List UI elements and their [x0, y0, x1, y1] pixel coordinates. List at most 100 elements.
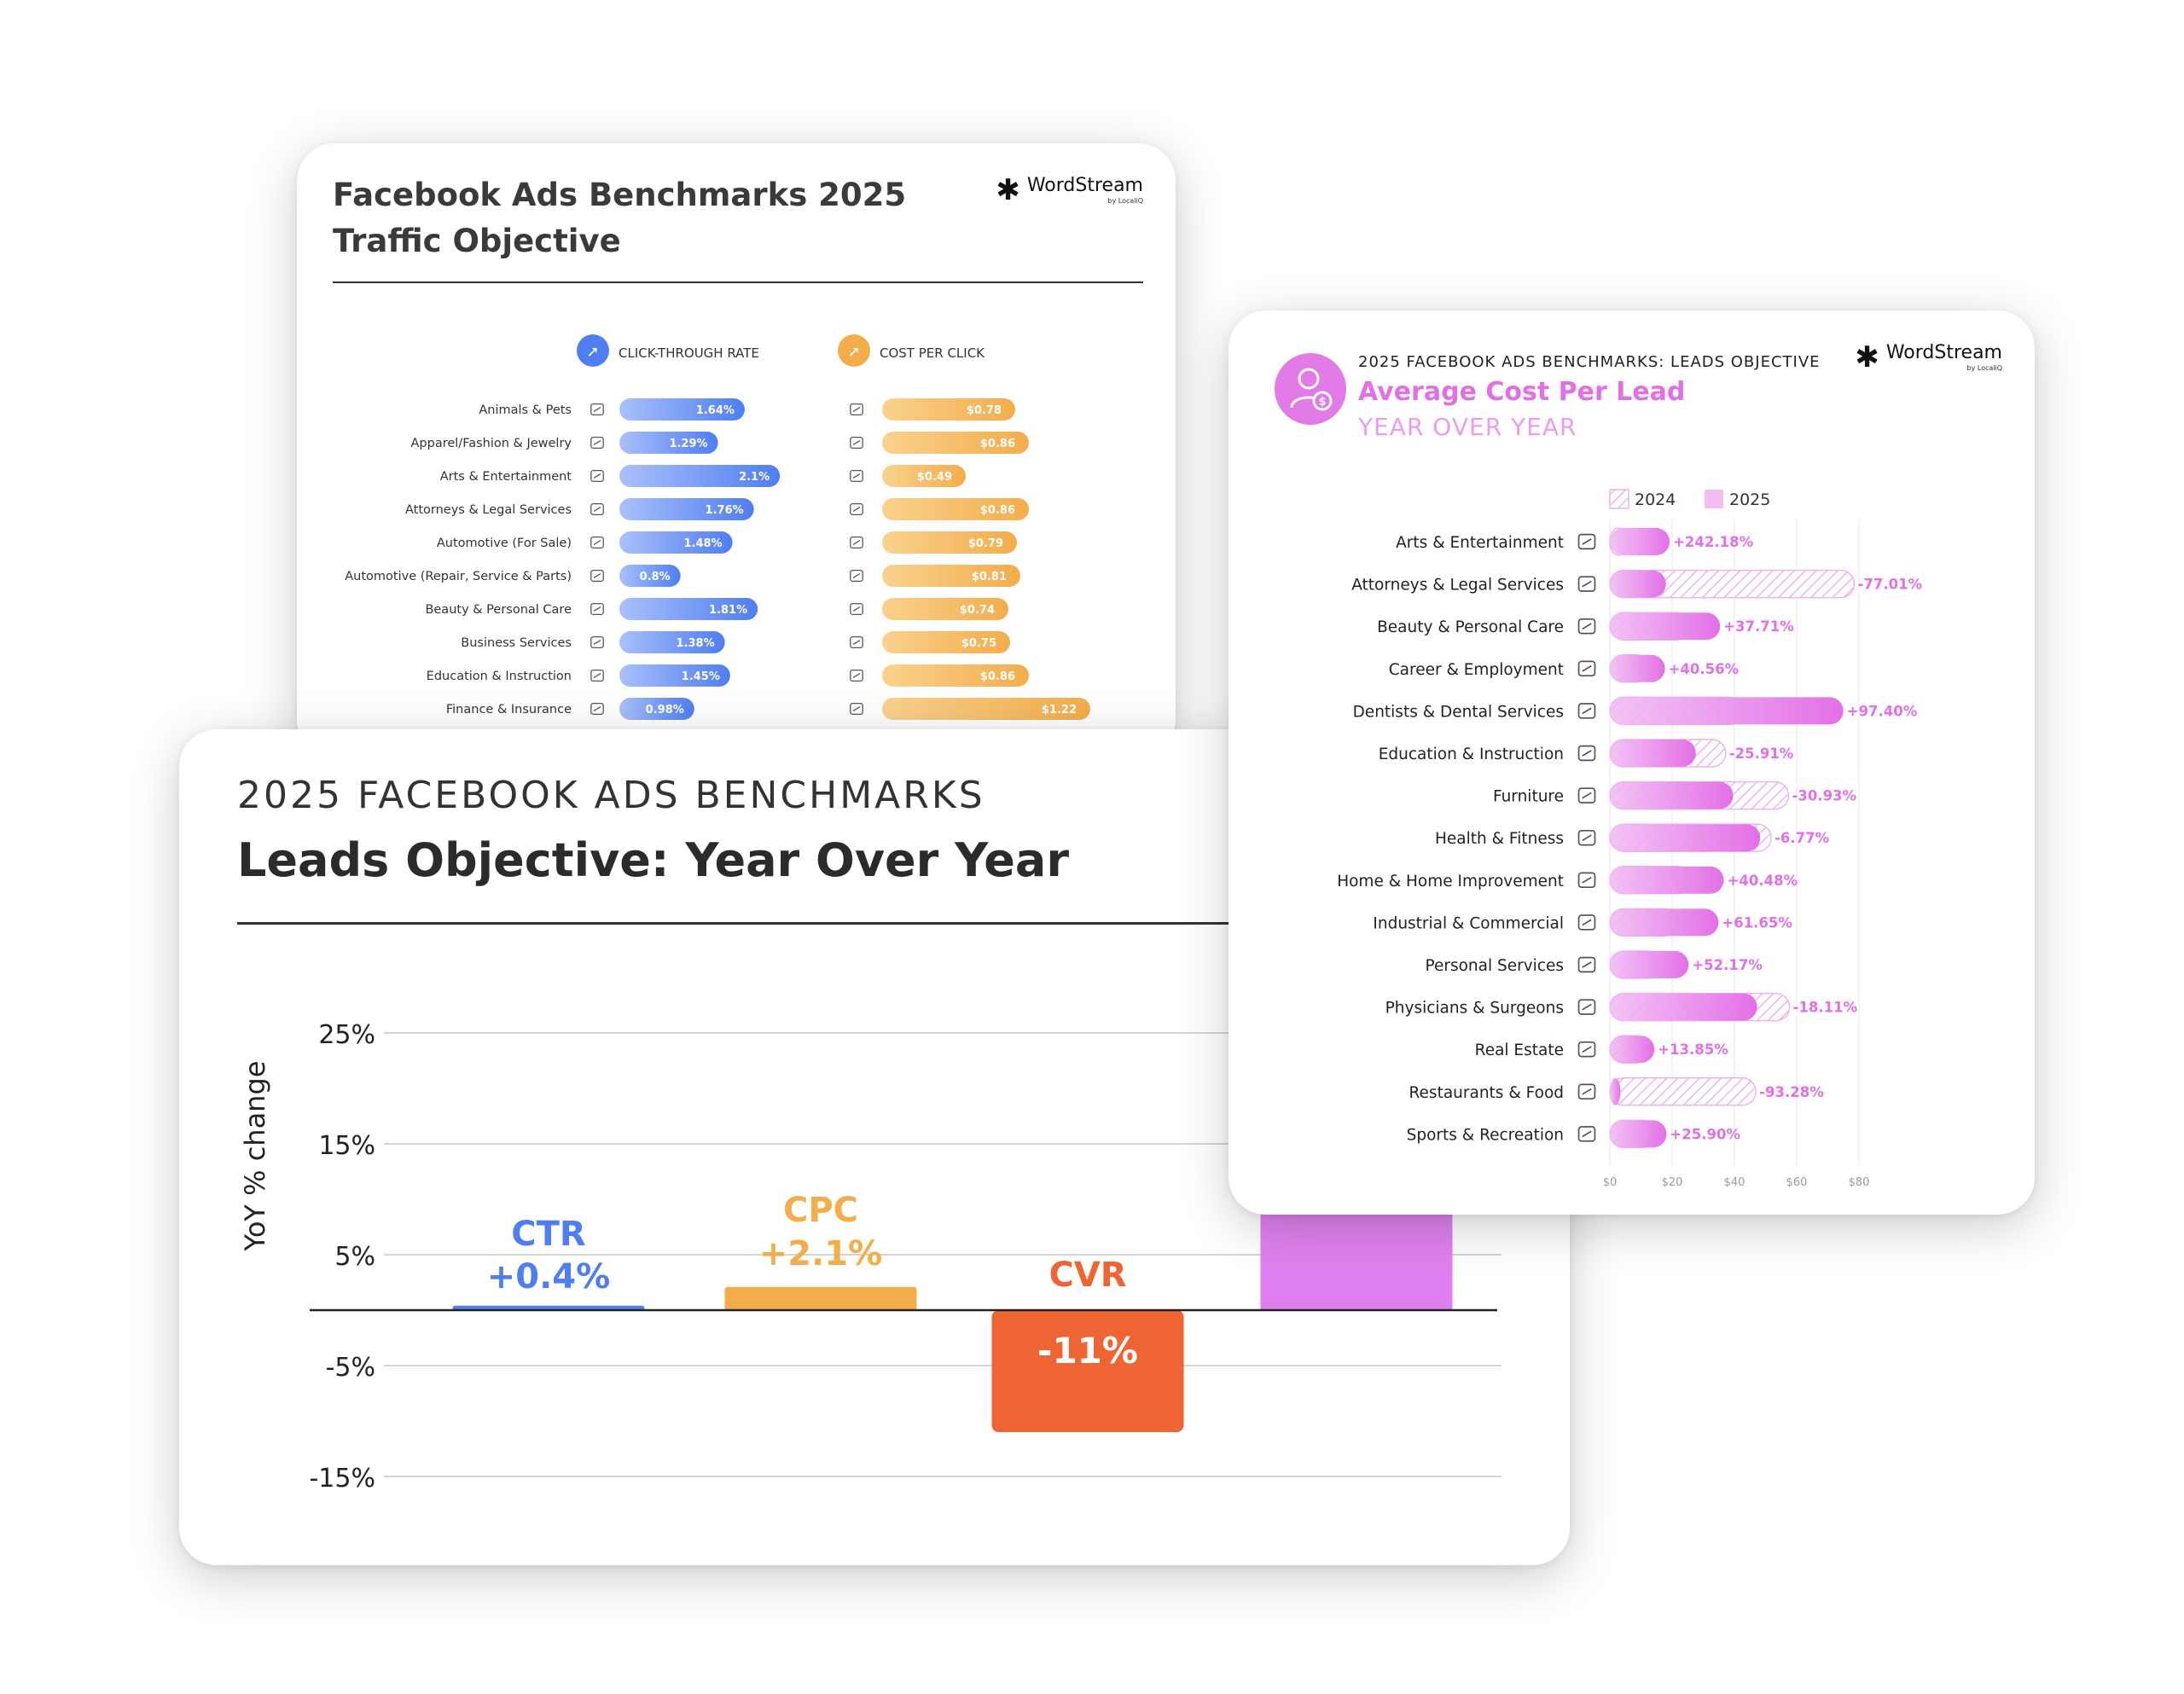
ball-icon: [1579, 1127, 1595, 1141]
bar-2025: [1610, 824, 1760, 851]
cpc-value-label: $0.79: [968, 537, 1003, 550]
bar-2025: [1610, 908, 1718, 936]
cpl-category-label: Health & Fitness: [1435, 830, 1564, 848]
cpc-value-label: $1.22: [1042, 704, 1077, 716]
cpl-change-label: +40.48%: [1728, 873, 1798, 889]
paw-icon: [591, 404, 603, 415]
cpc-value-label: $0.49: [917, 471, 952, 484]
brush-icon: [1579, 619, 1595, 634]
bar-2025: [1610, 571, 1666, 598]
bar-2025: [1610, 528, 1670, 555]
graduation-cap-icon: [851, 670, 863, 682]
ctr-value-label: 2.1%: [739, 471, 770, 484]
cpl-category-label: Furniture: [1493, 788, 1564, 806]
cpl-category-label: Physicians & Surgeons: [1385, 1000, 1564, 1018]
x-tick-label: $40: [1724, 1176, 1745, 1189]
cpl-category-label: Real Estate: [1475, 1041, 1564, 1059]
gavel-icon: [591, 504, 603, 515]
traffic-category-label: Beauty & Personal Care: [425, 603, 572, 617]
x-tick-label: $60: [1786, 1176, 1808, 1189]
cpl-category-label: Sports & Recreation: [1407, 1126, 1564, 1144]
factory-icon: [1579, 915, 1595, 930]
cpl-change-label: +242.18%: [1673, 534, 1753, 550]
cpc-header: COST PER CLICK: [880, 345, 985, 361]
legend-label-2024: 2024: [1635, 490, 1676, 509]
bar-2025: [1610, 1078, 1620, 1105]
car-icon: [591, 571, 603, 582]
graduation-cap-icon: [1579, 746, 1595, 761]
cpl-change-label: +97.40%: [1847, 703, 1918, 719]
shirt-icon: [591, 438, 603, 449]
x-tick-label: $80: [1849, 1176, 1870, 1189]
cpc-value-label: $0.81: [972, 571, 1007, 583]
tag-icon: [591, 537, 603, 548]
legend-swatch-2025: [1705, 490, 1723, 508]
ctr-value-label: 1.38%: [677, 637, 715, 650]
gavel-icon: [1579, 577, 1595, 591]
cpl-change-label: +25.90%: [1670, 1126, 1740, 1142]
ctr-value-label: 1.45%: [682, 670, 720, 683]
cpl-category-label: Career & Employment: [1389, 661, 1564, 679]
cpl-change-label: +61.65%: [1722, 914, 1792, 931]
cpl-category-label: Personal Services: [1425, 957, 1564, 975]
bar-cpc: [725, 1287, 917, 1310]
traffic-objective-card: Facebook Ads Benchmarks 2025 Traffic Obj…: [297, 143, 1176, 757]
ctr-value-label: 1.48%: [683, 537, 722, 550]
cpl-category-label: Home & Home Improvement: [1337, 873, 1564, 891]
cpl-category-label: Restaurants & Food: [1409, 1084, 1564, 1102]
bar-2025: [1610, 740, 1696, 767]
picture-icon: [1579, 535, 1595, 549]
cost-per-lead-card: $ 2025 FACEBOOK ADS BENCHMARKS: LEADS OB…: [1228, 310, 2035, 1215]
cpl-category-label: Attorneys & Legal Services: [1351, 577, 1564, 595]
traffic-category-label: Finance & Insurance: [446, 703, 572, 716]
bar-2024: [1610, 1078, 1756, 1105]
traffic-category-label: Animals & Pets: [479, 403, 572, 417]
ctr-value-label: 1.81%: [709, 604, 747, 617]
y-tick-label: 15%: [318, 1131, 375, 1161]
bar-2025: [1610, 612, 1720, 640]
traffic-category-label: Business Services: [461, 636, 572, 650]
bar-2025: [1610, 867, 1724, 894]
legend-swatch-2024: [1610, 490, 1629, 508]
y-tick-label: 25%: [318, 1020, 375, 1050]
y-tick-label: -5%: [326, 1353, 375, 1383]
cpc-value-label: $0.86: [980, 438, 1015, 450]
cpl-change-label: -77.01%: [1858, 577, 1923, 593]
piggy-bank-icon: [851, 704, 863, 715]
traffic-category-label: Automotive (For Sale): [437, 537, 572, 550]
cpc-category-label: CPC: [783, 1191, 858, 1230]
cvr-value-label: -11%: [1037, 1330, 1138, 1372]
cpl-category-label: Education & Instruction: [1379, 745, 1564, 763]
cpl-category-label: Arts & Entertainment: [1396, 534, 1564, 552]
shirt-icon: [851, 438, 863, 449]
cpl-change-label: -93.28%: [1759, 1084, 1824, 1100]
ctr-header: CLICK-THROUGH RATE: [619, 345, 759, 361]
y-tick-label: -15%: [309, 1464, 375, 1494]
traffic-category-label: Apparel/Fashion & Jewelry: [411, 437, 572, 450]
bar-2025: [1610, 1036, 1654, 1063]
ctr-value-label: 0.98%: [646, 704, 684, 716]
ctr-value-label: 1.29%: [669, 438, 707, 450]
graduation-cap-icon: [591, 670, 603, 682]
cross-icon: [1579, 1000, 1595, 1014]
y-axis-label: YoY % change: [239, 1061, 271, 1252]
gavel-icon: [851, 504, 863, 515]
cpc-value-label: $0.78: [967, 404, 1002, 417]
cpl-change-label: +13.85%: [1658, 1041, 1728, 1058]
cpc-value-label: $0.86: [980, 504, 1015, 517]
ctr-cursor-glyph: ➚: [586, 343, 599, 361]
bar-2025: [1610, 655, 1665, 682]
cpl-change-label: +37.71%: [1723, 618, 1794, 635]
briefcase-icon: [851, 637, 863, 648]
car-icon: [851, 571, 863, 582]
ctr-value-label: +0.4%: [487, 1257, 610, 1297]
cpc-cursor-glyph: ➚: [847, 343, 860, 361]
picture-icon: [851, 471, 863, 482]
cvr-category-label: CVR: [1048, 1256, 1126, 1295]
sofa-icon: [1579, 788, 1595, 803]
cpl-category-label: Dentists & Dental Services: [1353, 703, 1564, 721]
cpc-value-label: +2.1%: [759, 1234, 882, 1273]
cpl-change-label: +40.56%: [1669, 661, 1740, 677]
bar-2025: [1610, 697, 1844, 724]
bar-2025: [1610, 951, 1688, 978]
